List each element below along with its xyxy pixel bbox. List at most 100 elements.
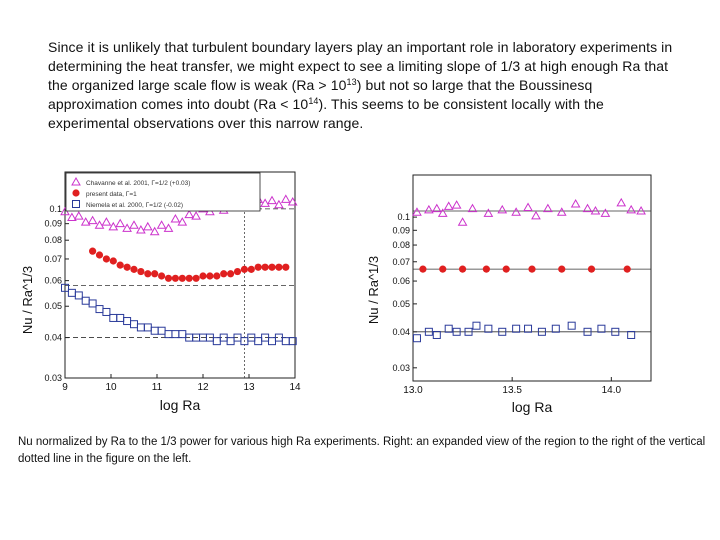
data-point-square-open: [88, 299, 97, 308]
data-point-square-open: [484, 324, 493, 333]
data-point-square-open: [61, 283, 69, 292]
data-point-triangle-open: [129, 220, 139, 229]
data-point-triangle-open: [511, 207, 521, 216]
y-axis-label: Nu / Ra^1/3: [20, 266, 35, 334]
data-point-square-open: [512, 324, 521, 333]
y-tick-label: 0.03: [44, 373, 62, 383]
x-tick-label: 14: [289, 382, 301, 393]
data-point-circle-filled: [206, 272, 214, 280]
plot-frame: [412, 174, 652, 382]
data-point-square-open: [537, 327, 546, 336]
data-point-circle-filled: [419, 265, 427, 273]
data-point-square-open: [157, 326, 166, 335]
data-point-circle-filled: [482, 265, 490, 273]
data-point-triangle-open: [437, 208, 448, 217]
data-point-triangle-open: [87, 215, 98, 225]
data-point-triangle-open: [497, 204, 508, 214]
data-point-circle-filled: [528, 265, 536, 273]
x-axis-label: log Ra: [160, 397, 201, 413]
data-point-circle-filled: [158, 272, 166, 280]
data-point-circle-filled: [247, 265, 255, 273]
y-tick-label: 0.05: [44, 301, 62, 311]
data-point-triangle-open: [142, 221, 153, 231]
data-point-circle-filled: [164, 274, 173, 282]
data-point-triangle-open: [149, 226, 160, 236]
data-point-triangle-open: [582, 203, 593, 213]
data-point-triangle-open: [177, 217, 188, 226]
data-point-triangle-open: [184, 209, 195, 219]
data-point-circle-filled: [227, 270, 235, 278]
data-point-square-open: [226, 337, 235, 346]
data-point-circle-filled: [109, 257, 117, 265]
data-point-triangle-open: [531, 210, 541, 220]
y-tick-label: 0.05: [392, 299, 410, 309]
x-axis-label: log Ra: [512, 399, 553, 415]
x-tick-label: 11: [152, 382, 163, 393]
legend-entry: Chavanne et al. 2001, Γ=1/2 (+0.03): [86, 180, 190, 187]
data-point-circle-filled: [89, 247, 97, 255]
data-point-square-open: [268, 337, 276, 346]
data-point-square-open: [164, 330, 173, 339]
data-point-triangle-open: [101, 217, 112, 226]
chart-legend: Chavanne et al. 2001, Γ=1/2 (+0.03) prese…: [65, 172, 261, 212]
data-point-square-open: [424, 327, 433, 336]
data-point-circle-filled: [185, 274, 193, 282]
data-point-square-open: [281, 337, 290, 346]
data-point-square-open: [130, 320, 138, 329]
data-point-square-open: [444, 324, 453, 333]
y-tick-label: 0.04: [44, 333, 62, 343]
data-point-triangle-open: [483, 208, 494, 217]
data-point-circle-filled: [261, 263, 269, 271]
data-point-circle-filled: [199, 272, 207, 280]
chart-left: 9 10 11 12 13 14 0.1 0.09 0.08 0.07 0.06 0.05 0.04 0.…: [20, 171, 301, 413]
x-tick-label: 13.5: [502, 385, 522, 396]
data-point-triangle-open: [443, 201, 454, 210]
data-point-triangle-open: [163, 223, 174, 232]
data-point-circle-filled: [458, 265, 467, 273]
data-point-triangle-open: [626, 204, 637, 214]
data-point-triangle-open: [115, 218, 126, 228]
data-point-circle-filled: [240, 265, 248, 273]
data-point-circle-filled: [587, 265, 596, 273]
y-tick-label: 0.1: [397, 212, 410, 222]
data-point-triangle-open: [267, 195, 277, 205]
data-point-triangle-open: [287, 196, 298, 206]
data-point-square-open: [116, 313, 125, 322]
data-point-square-open: [212, 337, 221, 346]
data-point-triangle-open: [457, 217, 468, 226]
data-point-triangle-open: [570, 199, 581, 208]
data-point-circle-filled: [137, 267, 145, 276]
y-tick-label: 0.06: [44, 276, 62, 286]
y-tick-label: 0.07: [392, 257, 410, 267]
data-point-triangle-open: [556, 207, 567, 216]
data-point-triangle-open: [108, 221, 119, 231]
data-point-circle-filled: [192, 274, 200, 282]
data-point-circle-filled: [282, 263, 290, 271]
data-point-triangle-open: [260, 198, 270, 207]
data-point-circle-filled: [275, 263, 283, 271]
data-point-circle-filled: [171, 274, 179, 282]
y-tick-label: 0.1: [49, 204, 62, 214]
paragraph-text-1: Since it is unlikely that turbulent boun…: [48, 39, 673, 93]
body-paragraph: Since it is unlikely that turbulent boun…: [48, 38, 678, 133]
data-point-triangle-open: [636, 206, 646, 215]
data-point-square-open: [452, 327, 461, 336]
y-tick-label: 0.06: [392, 276, 410, 286]
data-point-square-open: [102, 307, 111, 316]
data-point-circle-filled: [558, 265, 566, 273]
legend-marker: [72, 189, 80, 197]
data-point-square-open: [254, 337, 263, 346]
y-tick-label: 0.08: [44, 235, 62, 245]
legend-entry: Niemela et al. 2000, Γ=1/2 (-0.02): [86, 202, 183, 209]
data-point-triangle-open: [412, 207, 422, 216]
data-point-square-open: [81, 296, 90, 305]
data-point-square-open: [583, 327, 592, 336]
data-point-triangle-open: [600, 208, 611, 217]
data-point-square-open: [412, 334, 421, 343]
data-point-square-open: [178, 330, 187, 339]
y-tick-label: 0.04: [392, 327, 410, 337]
data-point-circle-filled: [254, 263, 262, 271]
data-point-square-open: [67, 288, 76, 297]
data-point-square-open: [150, 326, 159, 335]
data-point-triangle-open: [73, 211, 84, 220]
